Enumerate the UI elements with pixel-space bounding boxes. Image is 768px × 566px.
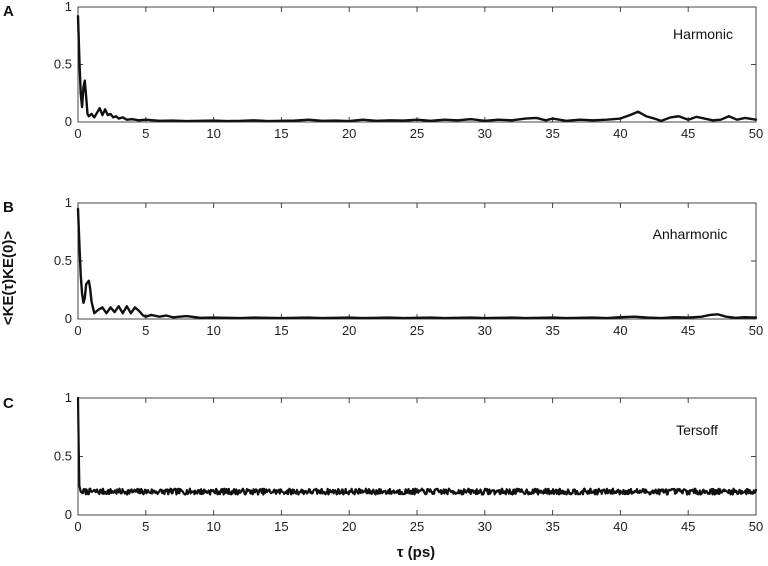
x-tick-label: 50	[749, 126, 763, 141]
x-tick-label: 5	[142, 323, 149, 338]
x-tick-label: 10	[206, 323, 220, 338]
x-tick-label: 50	[749, 519, 763, 534]
x-tick-label: 35	[545, 323, 559, 338]
x-tick-label: 0	[74, 323, 81, 338]
x-tick-label: 45	[681, 126, 695, 141]
panel-c: 0 5 10 15 20 25 30 35 40 45 50 0 0.5 1 C Tersoff	[3, 390, 763, 534]
panel-letter: B	[3, 199, 14, 216]
panel-label: Anharmonic	[653, 226, 728, 242]
x-tick-label: 20	[342, 323, 356, 338]
x-tick-label: 30	[478, 519, 492, 534]
x-tick-label: 10	[206, 519, 220, 534]
x-tick-label: 0	[74, 519, 81, 534]
panel-label: Tersoff	[676, 422, 718, 438]
plot-frame	[77, 6, 757, 123]
x-tick-label: 30	[478, 126, 492, 141]
plot-frame	[77, 397, 757, 516]
x-tick-label: 0	[74, 126, 81, 141]
x-tick-label: 10	[206, 126, 220, 141]
x-tick-label: 45	[681, 323, 695, 338]
x-axis-label: τ (ps)	[397, 544, 435, 561]
y-tick-label: 0.5	[54, 57, 72, 72]
x-tick-label: 15	[274, 126, 288, 141]
panel-letter: C	[3, 395, 14, 412]
x-tick-label: 15	[274, 519, 288, 534]
x-tick-label: 20	[342, 126, 356, 141]
x-tick-label: 35	[545, 126, 559, 141]
panel-a: 0 5 10 15 20 25 30 35 40 45 50 0 0.5 1 A Harmonic	[3, 0, 763, 141]
series-line	[76, 207, 758, 320]
x-tick-label: 45	[681, 519, 695, 534]
y-tick-label: 0	[65, 114, 72, 129]
y-tick-label: 0	[65, 507, 72, 522]
x-tick-label: 5	[142, 126, 149, 141]
y-tick-label: 1	[65, 390, 72, 405]
series-line	[76, 15, 758, 123]
x-tick-label: 40	[613, 126, 627, 141]
x-tick-label: 25	[410, 519, 424, 534]
x-tick-label: 25	[410, 126, 424, 141]
x-tick-label: 15	[274, 323, 288, 338]
x-tick-label: 40	[613, 323, 627, 338]
y-axis-label: <KE(τ)KE(0)>	[0, 231, 17, 325]
panel-letter: A	[3, 3, 14, 20]
x-tick-label: 30	[478, 323, 492, 338]
y-tick-label: 0.5	[54, 449, 72, 464]
x-tick-label: 40	[613, 519, 627, 534]
panel-label: Harmonic	[673, 26, 733, 42]
series-line	[76, 396, 758, 496]
x-tick-label: 50	[749, 323, 763, 338]
y-tick-label: 0	[65, 311, 72, 326]
x-tick-label: 35	[545, 519, 559, 534]
y-tick-label: 1	[65, 0, 72, 14]
plot-frame	[77, 202, 757, 320]
y-tick-label: 1	[65, 195, 72, 210]
x-tick-label: 20	[342, 519, 356, 534]
x-tick-label: 5	[142, 519, 149, 534]
x-tick-label: 25	[410, 323, 424, 338]
y-tick-label: 0.5	[54, 253, 72, 268]
panel-b: 0 5 10 15 20 25 30 35 40 45 50 0 0.5 1 B Anharmonic	[3, 195, 763, 338]
